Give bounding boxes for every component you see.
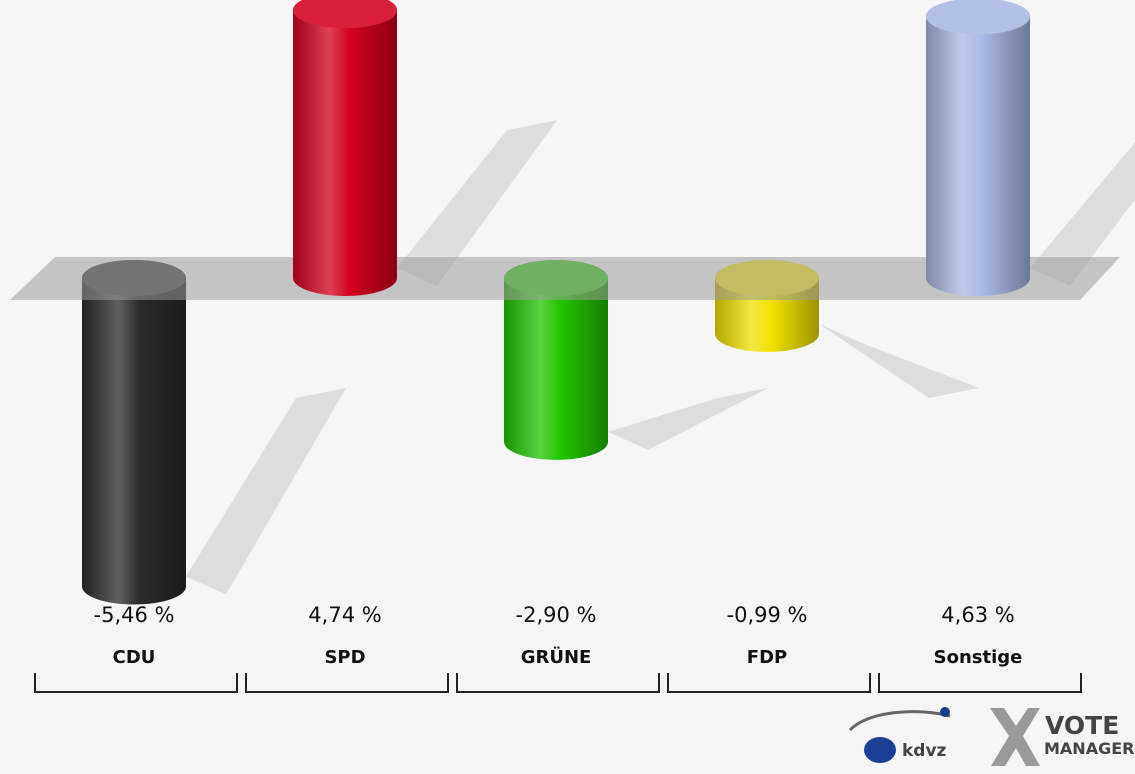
category-label: CDU — [113, 647, 156, 668]
category-brackets — [34, 673, 1082, 693]
category-label: SPD — [324, 647, 365, 668]
category-label: GRÜNE — [521, 646, 592, 668]
negative-bars — [82, 260, 819, 605]
value-label: -2,90 % — [516, 603, 597, 627]
bar-cdu — [82, 260, 186, 605]
bar-shadow — [397, 120, 557, 286]
category-bracket — [245, 673, 449, 693]
bar-sonstige — [926, 0, 1030, 296]
value-label: 4,63 % — [941, 603, 1014, 627]
value-label: 4,74 % — [308, 603, 381, 627]
kdvz-text: kdvz — [902, 741, 947, 761]
category-label: Sonstige — [934, 647, 1023, 668]
zero-baseline-plane — [10, 257, 1120, 300]
swoosh-icon — [848, 710, 951, 732]
bar-shadow — [1030, 142, 1135, 286]
bar-shadow — [819, 323, 979, 398]
category-bracket — [456, 673, 660, 693]
x-mark-icon — [990, 708, 1040, 766]
bar-labels: -5,46 % CDU 4,74 % SPD -2,90 % GRÜNE -0,99 % FD… — [94, 603, 1023, 668]
kdvz-votemanager-logo: kdvz VOTE MANAGER — [848, 707, 1134, 766]
globe-icon — [864, 737, 896, 763]
bar-shadow — [608, 388, 768, 450]
value-label: -5,46 % — [94, 603, 175, 627]
category-bracket — [34, 673, 238, 693]
category-bracket — [667, 673, 871, 693]
value-label: -0,99 % — [727, 603, 808, 627]
small-dot-icon — [940, 707, 950, 717]
bar-spd — [293, 0, 397, 296]
vote-text: VOTE — [1045, 711, 1119, 740]
manager-text: MANAGER — [1044, 739, 1134, 758]
bar-shadows — [186, 120, 1135, 595]
category-label: FDP — [747, 647, 787, 668]
positive-bars — [293, 0, 1030, 296]
bar-shadow — [186, 388, 346, 595]
category-bracket — [878, 673, 1082, 693]
